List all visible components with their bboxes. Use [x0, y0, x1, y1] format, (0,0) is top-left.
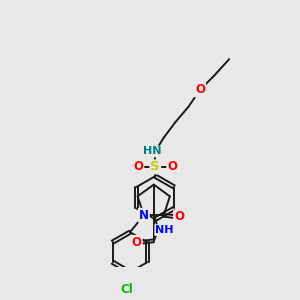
Text: O: O: [132, 236, 142, 249]
Text: O: O: [167, 160, 177, 173]
Text: O: O: [174, 210, 184, 223]
Text: HN: HN: [143, 146, 161, 157]
Text: N: N: [139, 209, 149, 222]
Text: S: S: [151, 160, 160, 173]
Text: Cl: Cl: [121, 283, 133, 296]
Text: O: O: [134, 160, 143, 173]
Text: NH: NH: [155, 225, 174, 235]
Text: O: O: [195, 83, 205, 96]
